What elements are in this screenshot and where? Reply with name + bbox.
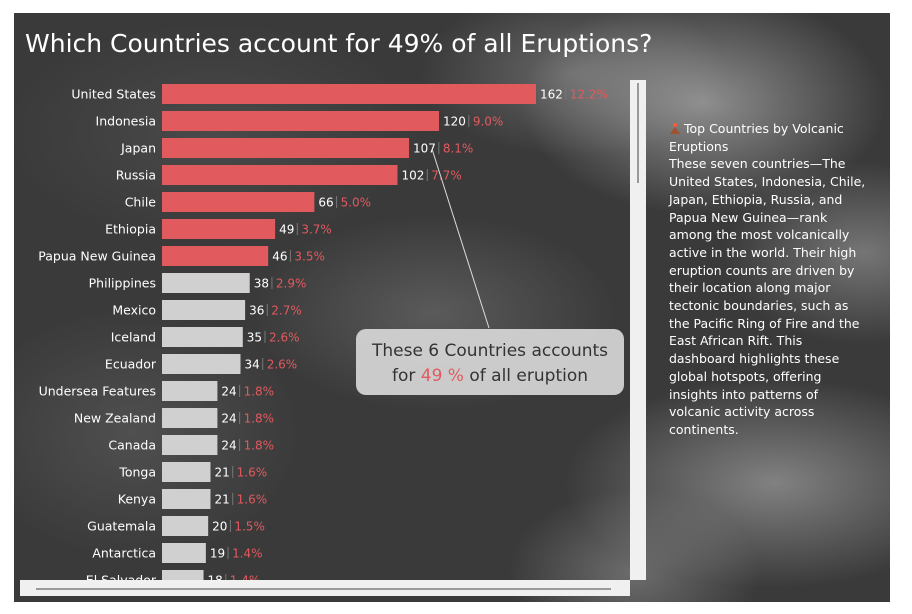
value-label: 19	[210, 547, 225, 561]
percent-label: 2.9%	[276, 277, 307, 291]
callout-line-2: for 49 % of all eruption	[356, 364, 624, 389]
value-label: 49	[279, 223, 294, 237]
value-label: 34	[244, 358, 259, 372]
percent-label: 7.7%	[431, 169, 462, 183]
volcano-icon	[669, 123, 681, 134]
bar[interactable]	[162, 354, 241, 374]
horizontal-scrollbar[interactable]	[20, 580, 630, 596]
category-label: Japan	[120, 141, 156, 156]
bar-chart: United States 162 12.2% Indonesia 120 9.0% Jap…	[38, 84, 608, 590]
value-label: 24	[221, 412, 236, 426]
dashboard: Which Countries account for 49% of all E…	[14, 13, 890, 602]
percent-label: 1.4%	[230, 574, 261, 588]
value-label: 66	[318, 196, 333, 210]
value-label: 24	[221, 385, 236, 399]
percent-label: 2.7%	[271, 304, 302, 318]
percent-label: 1.8%	[244, 412, 275, 426]
category-label: Undersea Features	[39, 384, 156, 399]
horizontal-scrollbar-thumb[interactable]	[36, 588, 611, 590]
bar[interactable]	[162, 543, 206, 563]
category-label: Indonesia	[96, 114, 156, 129]
bar[interactable]	[162, 246, 269, 266]
category-label: Antarctica	[92, 546, 156, 561]
callout-line-1: These 6 Countries accounts	[371, 341, 609, 361]
category-label: Kenya	[118, 492, 156, 507]
bar[interactable]	[162, 273, 250, 293]
percent-label: 1.8%	[244, 439, 275, 453]
bar[interactable]	[162, 570, 204, 590]
category-label: Chile	[125, 195, 157, 210]
category-label: Ecuador	[105, 357, 157, 372]
category-label: Russia	[116, 168, 156, 183]
description-heading-row: Top Countries by Volcanic Eruptions	[669, 120, 869, 155]
description-heading: Top Countries by Volcanic Eruptions	[669, 121, 844, 154]
value-label: 21	[214, 466, 229, 480]
category-label: Ethiopia	[105, 222, 156, 237]
vertical-scrollbar-thumb[interactable]	[637, 83, 639, 183]
category-label: Philippines	[89, 276, 156, 291]
vertical-scrollbar[interactable]	[630, 80, 646, 580]
value-label: 162	[540, 88, 563, 102]
percent-label: 1.6%	[237, 493, 268, 507]
percent-label: 1.8%	[244, 385, 275, 399]
callout-highlight: 49 %	[420, 366, 464, 386]
percent-label: 9.0%	[473, 115, 504, 129]
bar[interactable]	[162, 111, 440, 131]
bar[interactable]	[162, 408, 218, 428]
value-label: 36	[249, 304, 264, 318]
value-label: 38	[254, 277, 269, 291]
bar[interactable]	[162, 138, 410, 158]
percent-label: 2.6%	[269, 331, 300, 345]
category-label: United States	[71, 87, 156, 102]
bar[interactable]	[162, 84, 536, 104]
value-label: 107	[413, 142, 436, 156]
bar[interactable]	[162, 300, 246, 320]
value-label: 35	[247, 331, 262, 345]
value-label: 46	[272, 250, 287, 264]
value-label: 24	[221, 439, 236, 453]
bar[interactable]	[162, 516, 209, 536]
category-label: Guatemala	[87, 519, 156, 534]
percent-label: 1.5%	[234, 520, 265, 534]
category-label: El Salvador	[86, 573, 157, 588]
callout-annotation: These 6 Countries accounts for 49 % of a…	[356, 329, 624, 395]
chart-title: Which Countries account for 49% of all E…	[25, 29, 653, 58]
bar[interactable]	[162, 435, 218, 455]
percent-label: 3.7%	[301, 223, 332, 237]
percent-label: 8.1%	[443, 142, 474, 156]
bar[interactable]	[162, 165, 398, 185]
value-label: 102	[401, 169, 424, 183]
value-label: 21	[214, 493, 229, 507]
description-body: These seven countries—The United States,…	[669, 156, 866, 437]
callout-prefix: for	[391, 366, 416, 386]
percent-label: 1.4%	[232, 547, 263, 561]
category-label: Canada	[108, 438, 156, 453]
category-label: Iceland	[111, 330, 156, 345]
value-label: 18	[208, 574, 223, 588]
category-label: Papua New Guinea	[38, 249, 156, 264]
description-panel: Top Countries by Volcanic Eruptions Thes…	[669, 120, 869, 439]
value-label: 20	[212, 520, 227, 534]
callout-suffix: of all eruption	[469, 366, 589, 386]
category-label: New Zealand	[74, 411, 156, 426]
callout-pointer-line	[431, 148, 490, 329]
bar[interactable]	[162, 462, 211, 482]
bar[interactable]	[162, 219, 276, 239]
value-label: 120	[443, 115, 466, 129]
bar[interactable]	[162, 489, 211, 509]
percent-label: 12.2%	[570, 88, 608, 102]
bar[interactable]	[162, 327, 243, 347]
bar[interactable]	[162, 192, 315, 212]
percent-label: 5.0%	[341, 196, 372, 210]
bar[interactable]	[162, 381, 218, 401]
percent-label: 1.6%	[237, 466, 268, 480]
category-label: Tonga	[118, 465, 156, 480]
category-label: Mexico	[112, 303, 156, 318]
percent-label: 3.5%	[294, 250, 325, 264]
percent-label: 2.6%	[267, 358, 298, 372]
